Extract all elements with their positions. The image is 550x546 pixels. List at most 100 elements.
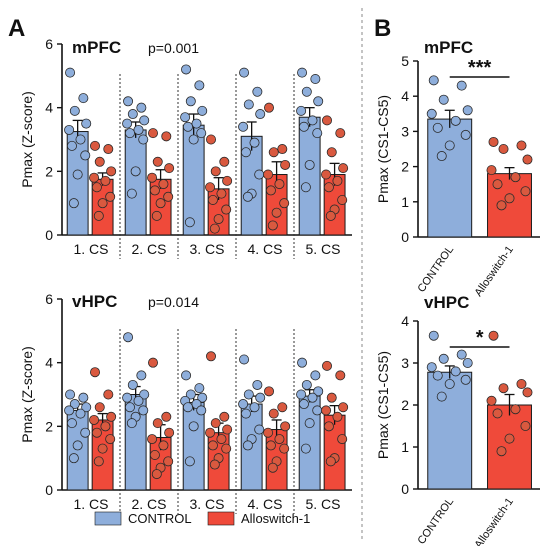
b-vhpc-alloswitch-data-point [496,446,507,457]
a-mpfc-p-value: p=0.001 [148,40,199,56]
a-mpfc-control-data-point [180,112,191,123]
a-vhpc-alloswitch-data-point [148,357,159,368]
a-vhpc-alloswitch-data-point [321,405,332,416]
a-vhpc-alloswitch-data-point [205,427,216,438]
a-mpfc-alloswitch-data-point [149,185,160,196]
a-vhpc-alloswitch-data-point [106,411,117,422]
a-mpfc-alloswitch-data-point [155,198,166,209]
b-vhpc-control-data-point [432,370,443,381]
b-mpfc-alloswitch-data-point [516,140,527,151]
a-vhpc-alloswitch-data-point [152,418,163,429]
a-mpfc-title: mPFC [72,38,121,57]
a-mpfc-alloswitch-data-point [93,210,104,221]
a-mpfc-control-data-point [196,128,207,139]
a-mpfc-alloswitch-data-point [205,182,216,193]
a-vhpc-control-data-point [66,418,77,429]
a-mpfc-control-data-point [181,64,192,75]
a-vhpc-alloswitch-data-point [322,360,333,371]
b-vhpc-alloswitch-data-point [516,378,527,389]
a-vhpc-control-data-point [188,421,199,432]
panel-b-letter: B [374,15,391,42]
a-mpfc-control-data-point [194,80,205,91]
b-mpfc-control-data-point [432,122,443,133]
b-mpfc-y-tick-label: 5 [401,53,409,69]
a-mpfc-control-data-point [81,118,92,129]
a-mpfc-alloswitch-data-point [91,182,102,193]
a-mpfc-control-data-point [310,74,321,85]
a-mpfc-control-data-point [136,102,147,113]
a-mpfc-alloswitch-data-point [89,172,100,183]
b-vhpc-control-data-point [460,374,471,385]
a-mpfc-control-data-point [127,109,138,120]
a-mpfc-y-tick-label: 4 [45,100,53,116]
a-mpfc-control-data-point [68,198,79,209]
b-mpfc-alloswitch-data-point [504,193,515,204]
a-mpfc-control-data-point [65,67,76,78]
a-mpfc-alloswitch-data-point [221,204,232,215]
a-mpfc-control-data-point [123,96,134,107]
b-mpfc-y-tick-label: 1 [401,194,409,210]
a-vhpc-control-data-point [81,402,92,413]
b-vhpc-control-data-point [428,330,439,341]
a-vhpc-alloswitch-data-point [89,414,100,425]
a-mpfc-alloswitch-data-point [207,194,218,205]
a-mpfc-alloswitch-data-point [216,188,227,199]
a-vhpc-alloswitch-data-point [94,402,105,413]
a-mpfc-control-data-point [249,137,260,148]
a-vhpc-control-data-point [301,379,312,390]
a-vhpc-alloswitch-data-point [163,456,174,467]
a-vhpc-alloswitch-data-point [265,440,276,451]
a-mpfc-y-tick-label: 2 [45,163,53,179]
a-vhpc-control-data-point [304,418,315,429]
a-mpfc-alloswitch-data-point [152,156,163,167]
b-mpfc-y-tick-label: 3 [401,123,409,139]
a-mpfc-alloswitch-data-point [323,182,334,193]
a-vhpc-control-data-point [298,399,309,410]
b-mpfc-control-data-point [444,140,455,151]
b-mpfc-x-tick-label: Alloswitch-1 [472,244,515,299]
a-mpfc-alloswitch-data-point [90,140,101,151]
a-vhpc-alloswitch-data-point [280,421,291,432]
a-vhpc-alloswitch-data-point [149,449,160,460]
a-mpfc-control-data-point [243,99,254,110]
a-vhpc-alloswitch-data-point [147,434,158,445]
a-vhpc-control-data-point [64,405,75,416]
a-mpfc-control-bar [124,129,147,236]
a-mpfc-alloswitch-data-point [100,175,111,186]
a-vhpc-control-data-point [185,389,196,400]
a-mpfc-alloswitch-data-point [164,163,175,174]
b-vhpc-alloswitch-data-point [488,330,499,341]
a-mpfc-x-tick-label: 3. CS [189,241,224,257]
a-vhpc-p-value: p=0.014 [148,294,199,310]
a-vhpc-control-data-point [240,408,251,419]
a-vhpc-control-data-point [182,402,193,413]
a-vhpc-control-data-point [181,370,192,381]
chart-b-mpfc: 0 1 2 3 4 5 Pmax (CS1-CS5) mPFC CONTROL Alloswitc… [375,38,540,299]
a-mpfc-control-data-point [184,217,195,228]
b-vhpc-control-data-point [438,353,449,364]
a-mpfc-alloswitch-data-point [267,220,278,231]
a-vhpc-alloswitch-data-point [206,351,217,362]
legend-label-control: CONTROL [128,511,192,526]
a-mpfc-x-tick-label: 5. CS [305,241,340,257]
b-mpfc-alloswitch-data-point [498,143,509,154]
a-vhpc-control-data-point [242,440,253,451]
a-mpfc-control-data-point [312,128,323,139]
a-vhpc-control-data-point [139,389,150,400]
a-vhpc-control-data-point [123,332,134,343]
a-vhpc-control-data-point [194,383,205,394]
b-mpfc-control-data-point [438,94,449,105]
a-mpfc-alloswitch-data-point [210,166,221,177]
a-mpfc-control-data-point [182,121,193,132]
a-mpfc-alloswitch-data-point [332,175,343,186]
a-vhpc-control-data-point [255,392,266,403]
a-mpfc-control-data-point [72,169,83,180]
a-vhpc-control-data-point [80,427,91,438]
b-vhpc-control-data-point [462,357,473,368]
b-vhpc-control-data-point [426,362,437,373]
a-mpfc-control-data-point [78,93,89,104]
a-mpfc-y-tick-label: 6 [45,36,53,52]
a-mpfc-alloswitch-data-point [335,128,346,139]
b-vhpc-title: vHPC [424,293,469,312]
a-mpfc-y-axis-label: Pmax (Z-score) [19,91,35,187]
